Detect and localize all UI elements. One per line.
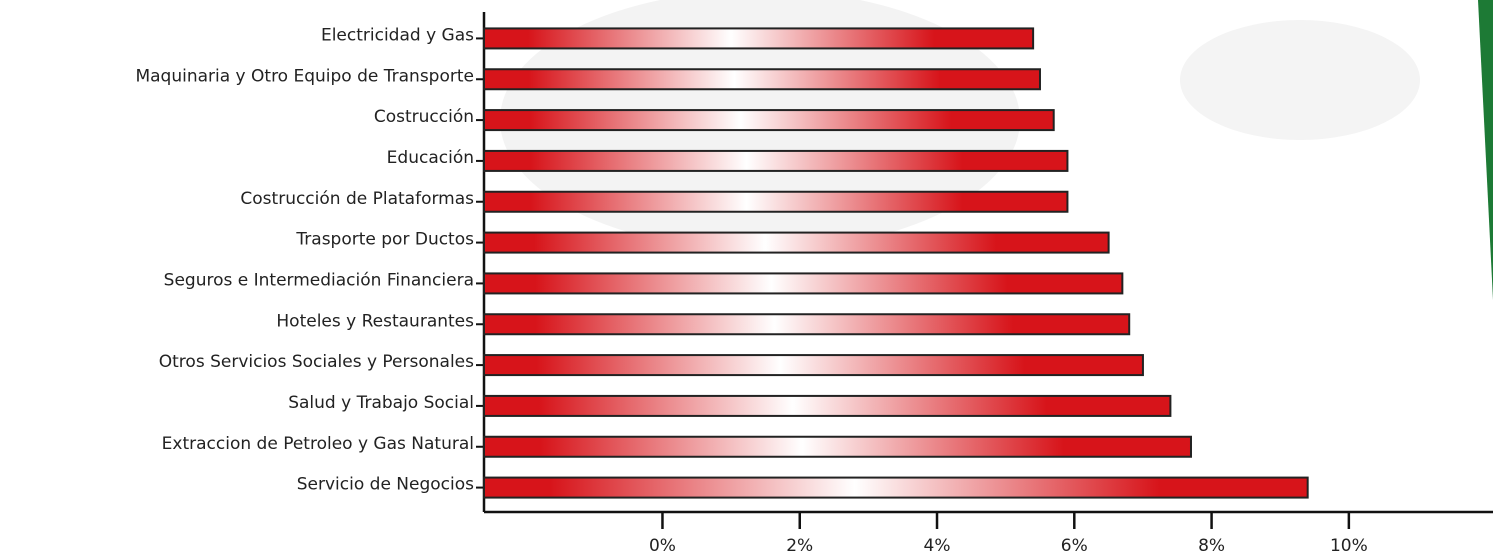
- bar: [484, 273, 1122, 293]
- bar: [484, 233, 1109, 253]
- watermark: [1180, 20, 1420, 140]
- y-tick-label: Servicio de Negocios: [297, 475, 474, 495]
- bar: [484, 28, 1033, 48]
- y-tick-label: Extraccion de Petroleo y Gas Natural: [162, 434, 474, 454]
- bar: [484, 151, 1067, 171]
- x-tick-label: 6%: [1061, 536, 1088, 555]
- x-tick-label: 8%: [1198, 536, 1225, 555]
- y-tick-label: Otros Servicios Sociales y Personales: [159, 352, 474, 372]
- y-tick-label: Educación: [387, 148, 474, 168]
- y-tick-label: Seguros e Intermediación Financiera: [164, 270, 474, 290]
- chart: 0% 2% 4% 6% 8% 10% Electricidad y Gas Maquinari…: [0, 0, 1493, 555]
- bar: [484, 69, 1040, 89]
- bar: [484, 355, 1143, 375]
- y-tick-label: Costrucción: [374, 107, 474, 127]
- y-tick-label: Salud y Trabajo Social: [288, 393, 474, 413]
- bar: [484, 478, 1308, 498]
- bar: [484, 437, 1191, 457]
- bar: [484, 396, 1170, 416]
- x-tick-label: 4%: [924, 536, 951, 555]
- y-tick-label: Electricidad y Gas: [321, 25, 474, 45]
- y-tick-label: Maquinaria y Otro Equipo de Transporte: [135, 66, 474, 86]
- x-tick-label: 0%: [649, 536, 676, 555]
- bar: [484, 110, 1054, 130]
- y-tick-label: Trasporte por Ductos: [295, 230, 474, 250]
- x-tick-label: 2%: [786, 536, 813, 555]
- y-tick-label: Hoteles y Restaurantes: [276, 311, 474, 331]
- bar: [484, 192, 1067, 212]
- y-tick-label: Costrucción de Plataformas: [240, 189, 474, 209]
- bar: [484, 314, 1129, 334]
- x-tick-label: 10%: [1330, 536, 1368, 555]
